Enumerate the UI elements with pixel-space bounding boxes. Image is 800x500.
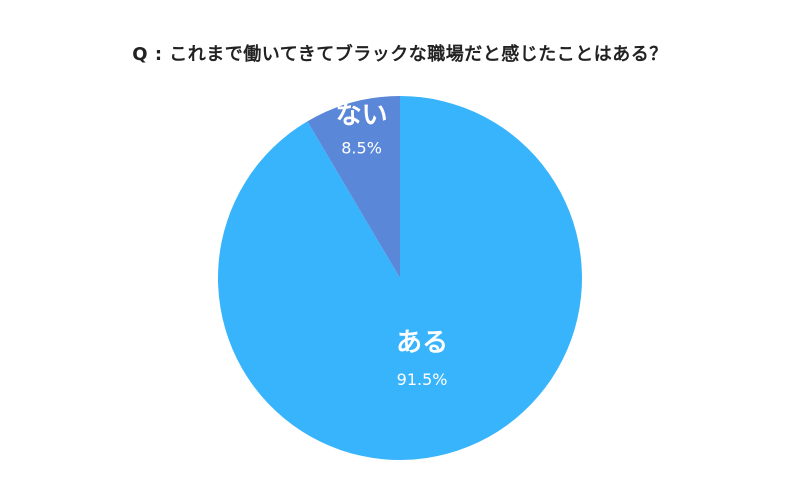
slice-label-aru: ある [396,328,448,358]
pie-slice-nai [307,96,400,278]
chart-title: Q : これまで働いてきてブラックな職場だと感じたことはある？ [132,44,668,65]
slice-label-nai: ない [336,101,388,131]
pie-slice-aru [218,96,583,460]
pie-labels: ある 91.5% ない 8.5% [336,101,449,389]
slice-value-nai: 8.5% [341,139,382,158]
slice-value-aru: 91.5% [397,370,448,389]
pie-slices [218,96,583,460]
